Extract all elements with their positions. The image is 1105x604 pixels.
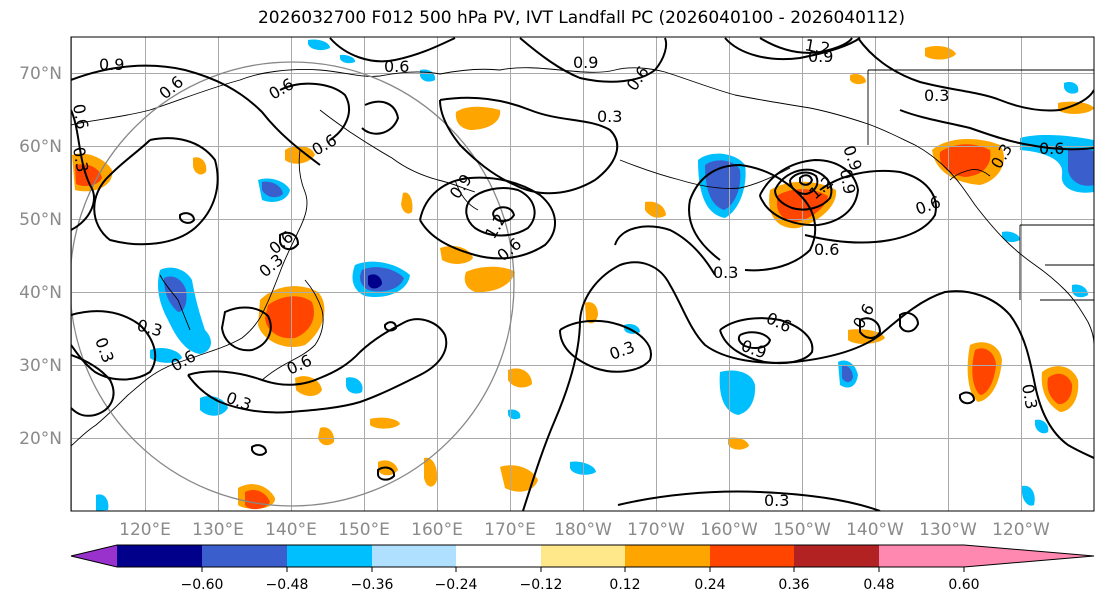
contour-label: 0.6: [623, 63, 653, 95]
landfall-radius-circle: [71, 61, 515, 507]
lon-label: 170°W: [627, 520, 685, 540]
cold-anomalies: [96, 39, 1094, 511]
contour-label: 0.3: [713, 263, 738, 282]
colorbar-outline: [70, 544, 1095, 568]
map-title: 2026032700 F012 500 hPa PV, IVT Landfall…: [257, 8, 905, 28]
contour-label: 0.6: [1039, 139, 1064, 158]
colorbar-segment: [541, 545, 625, 567]
lon-label: 160°W: [700, 520, 758, 540]
lat-label: 30°N: [19, 356, 62, 376]
lat-label: 60°N: [19, 137, 62, 157]
lat-label: 50°N: [19, 210, 62, 230]
lon-label: 150°E: [338, 520, 390, 540]
colorbar-tick-label: −0.12: [520, 577, 563, 593]
contour-label: 0.6: [763, 308, 794, 336]
colorbar-segment: [202, 545, 287, 567]
colorbar-tick-label: 0.24: [694, 577, 725, 593]
contour-label: 0.3: [1018, 382, 1041, 410]
colorbar-tick-label: −0.60: [181, 577, 224, 593]
contour-label: 0.6: [814, 240, 839, 259]
contour-label: 0.6: [284, 351, 315, 379]
map-frame: [70, 36, 1095, 512]
lon-label: 140°E: [265, 520, 317, 540]
contour-label: 0.6: [69, 102, 92, 130]
colorbar-segment: [710, 545, 794, 567]
colorbar-segment: [879, 545, 964, 567]
contour-label: 0.3: [764, 491, 789, 510]
colorbar-tick-label: −0.24: [435, 577, 478, 593]
lon-label: 140°W: [846, 520, 904, 540]
contour-label: 0.9: [739, 336, 769, 363]
contour-label: 0.9: [808, 47, 833, 66]
lon-label: 180°W: [554, 520, 612, 540]
contour-label: 0.3: [607, 337, 637, 364]
colorbar-tick-label: −0.48: [266, 577, 309, 593]
lon-label: 160°E: [411, 520, 463, 540]
graticule: [71, 37, 1094, 511]
colorbar-tick-label: −0.36: [351, 577, 394, 593]
lon-label: 150°W: [773, 520, 831, 540]
colorbar-tick-label: 0.48: [863, 577, 894, 593]
coastlines: [71, 67, 1094, 447]
contour-label: 0.6: [849, 300, 878, 332]
lon-label: 120°E: [119, 520, 171, 540]
colorbar-segment: [964, 545, 1094, 567]
lon-label: 130°E: [192, 520, 244, 540]
latitude-labels: 70°N 60°N 50°N 40°N 30°N 20°N: [19, 64, 62, 449]
colorbar-segment: [794, 545, 879, 567]
contour-label: 1.2: [803, 35, 831, 58]
contour-label: 0.3: [91, 335, 118, 365]
colorbar-segment: [117, 545, 202, 567]
lat-label: 70°N: [19, 64, 62, 84]
lon-label: 130°W: [919, 520, 977, 540]
contour-label: 0.9: [573, 53, 598, 72]
contour-label: 0.9: [99, 55, 124, 74]
lon-label: 120°W: [992, 520, 1050, 540]
contour-label: 1.2: [481, 210, 510, 242]
lat-label: 40°N: [19, 283, 62, 303]
colorbar-segment: [625, 545, 710, 567]
contour-label: 0.6: [384, 57, 409, 76]
longitude-labels: 120°E 130°E 140°E 150°E 160°E 170°E 180°…: [119, 520, 1050, 540]
contour-label: 0.3: [255, 250, 287, 281]
colorbar-segment: [71, 545, 117, 567]
contour-label: 0.9: [836, 167, 859, 195]
lat-label: 20°N: [19, 429, 62, 449]
colorbar-tick-label: 0.60: [948, 577, 979, 593]
colorbar-segment: [372, 545, 456, 567]
contour-label: 0.3: [597, 107, 622, 126]
pv-contours: [71, 37, 1094, 511]
contour-label: 0.6: [266, 74, 298, 103]
contour-label: 0.3: [924, 86, 949, 105]
colorbar-segment: [287, 545, 372, 567]
colorbar-tick-label: 0.36: [778, 577, 809, 593]
colorbar-segment: [456, 545, 541, 567]
lon-label: 170°E: [484, 520, 536, 540]
contour-label: 0.3: [135, 316, 165, 341]
contour-label: 0.3: [69, 145, 92, 173]
contour-label: 0.6: [913, 192, 943, 219]
colorbar: −0.60 −0.48 −0.36 −0.24 −0.12 0.12 0.24 …: [70, 544, 1095, 593]
colorbar-tick-label: 0.12: [609, 577, 640, 593]
